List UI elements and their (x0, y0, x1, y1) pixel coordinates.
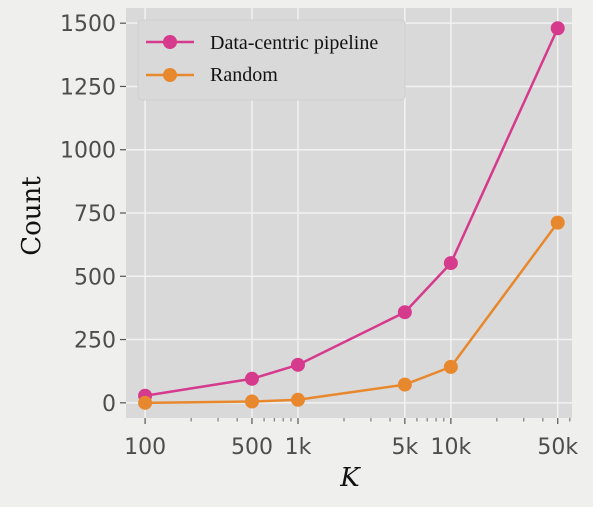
y-tick-label: 1500 (60, 12, 116, 37)
series-line-1 (145, 221, 559, 405)
minor-x-ticks (190, 418, 571, 422)
y-tick-label: 750 (74, 202, 116, 227)
data-point-1 (244, 394, 259, 409)
legend-marker-data-centric (163, 35, 177, 49)
y-tick-label: 500 (74, 265, 116, 290)
data-point-0 (550, 21, 565, 36)
data-point-0 (397, 305, 412, 320)
y-tick-label: 250 (74, 329, 116, 354)
data-point-0 (443, 256, 458, 271)
y-axis-label: Count (17, 176, 47, 256)
legend-label-data-centric: Data-centric pipeline (210, 32, 378, 54)
data-point-1 (290, 392, 305, 407)
x-tick-label: 5k (391, 435, 418, 460)
y-tick-label: 0 (102, 392, 116, 417)
legend-box (137, 19, 406, 101)
data-point-1 (138, 395, 153, 410)
x-tick-label: 10k (430, 435, 471, 460)
legend-label-random: Random (210, 64, 278, 86)
series-line-0 (144, 27, 559, 397)
y-tick-label: 1250 (60, 75, 116, 100)
data-point-1 (443, 359, 458, 374)
x-tick-label: 100 (124, 435, 166, 460)
x-tick-label: 1k (285, 435, 312, 460)
data-point-1 (397, 377, 412, 392)
series-lines (138, 21, 565, 410)
x-tick-label: 500 (231, 435, 273, 460)
legend-marker-random (163, 68, 177, 82)
x-axis-label: K (339, 463, 361, 493)
data-point-1 (550, 215, 565, 230)
legend: Data-centric pipeline Random (137, 19, 406, 101)
data-point-0 (290, 357, 305, 372)
x-tick-label: 50k (537, 435, 578, 460)
y-tick-label: 1000 (60, 139, 116, 164)
data-point-0 (244, 371, 259, 386)
tick-labels: 0 250 500 750 1000 1250 1500 100 500 1k 5k 10k 50k (60, 12, 578, 460)
